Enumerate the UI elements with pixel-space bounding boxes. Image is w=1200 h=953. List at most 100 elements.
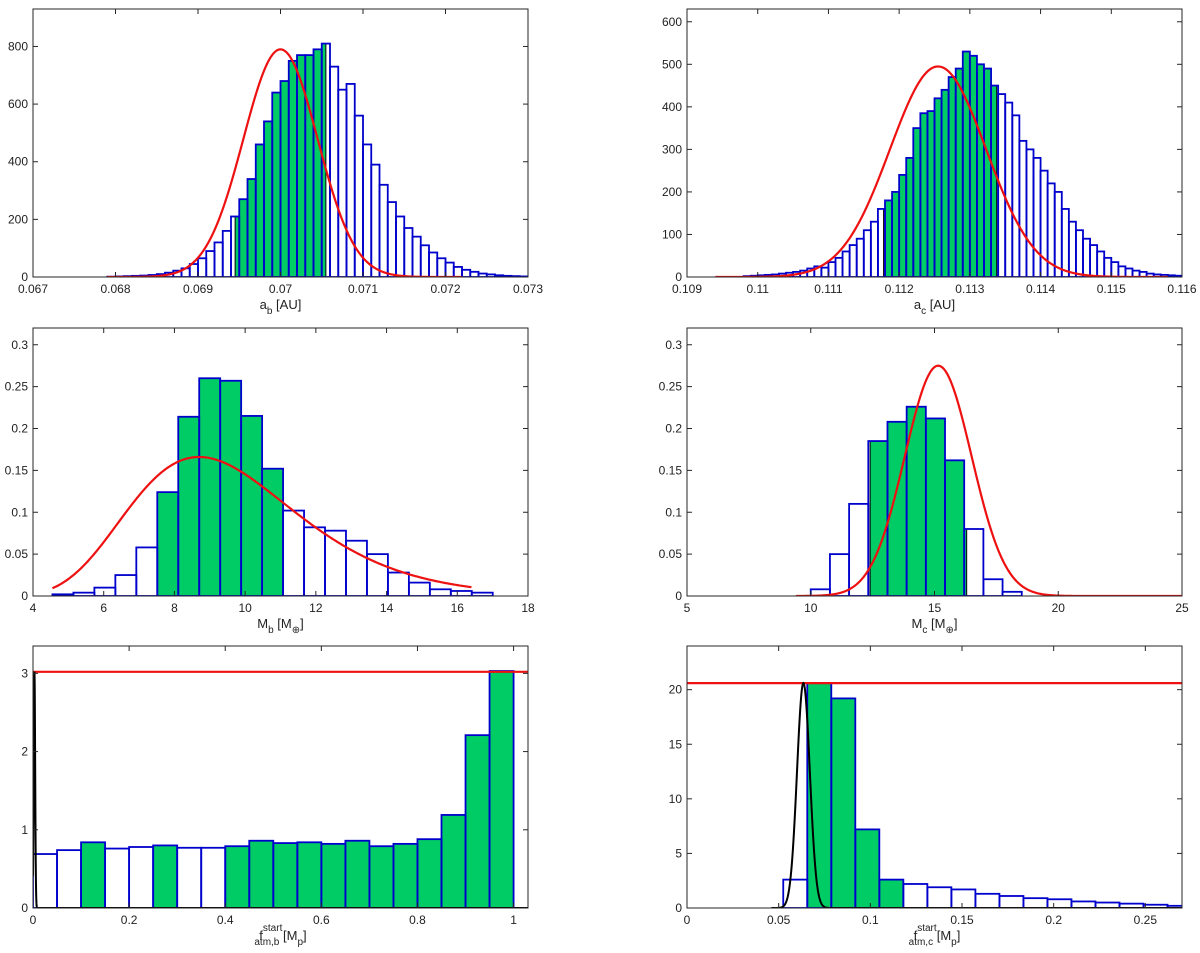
plot-area [51, 377, 494, 596]
x-tick-label: 4 [30, 601, 37, 615]
x-tick-label: 25 [1175, 601, 1189, 615]
y-tick-label: 0.1 [665, 505, 682, 519]
axes-box [686, 645, 1183, 909]
shaded-bin [489, 671, 514, 908]
histogram-bin [403, 227, 414, 277]
y-tick-label: 0 [21, 901, 28, 915]
histogram-bin [411, 235, 422, 277]
histogram-bin [1067, 220, 1077, 277]
panel-M_b: 4 6 8 10 12 14 16 18 0 0.05 0.1 0.15 0.2 0.25 0.3 Mb [M… [5, 327, 535, 636]
histogram-bin [820, 266, 830, 277]
y-tick-label: 0 [21, 270, 28, 284]
y-tick-label: 0.2 [11, 422, 28, 436]
x-tick-label: 0.15 [950, 913, 974, 927]
shaded-bin [369, 846, 394, 908]
fit-curve [107, 48, 462, 277]
histogram-bin [378, 183, 389, 277]
histogram-bin [1096, 250, 1106, 277]
y-tick-label: 0.1 [11, 505, 28, 519]
shaded-bin [153, 845, 178, 908]
y-tick-label: 500 [662, 57, 682, 71]
y-tick-label: 200 [662, 185, 682, 199]
histogram-bin [848, 244, 858, 277]
y-tick-label: 300 [662, 142, 682, 156]
x-tick-label: 0.109 [672, 282, 702, 296]
y-tick-label: 0.2 [665, 422, 682, 436]
histogram-bin [1103, 256, 1113, 277]
x-tick-label: 0.069 [183, 282, 213, 296]
panel-f_c: 0 0.05 0.1 0.15 0.2 0.25 0 5 10 15 20 fstart atm,c [… [669, 645, 1183, 948]
histogram-bin [926, 886, 953, 908]
x-tick-label: 5 [684, 601, 691, 615]
x-tick-label: 0.114 [1026, 282, 1055, 296]
y-tick-label: 0.3 [665, 338, 682, 352]
prior-spike-curve [771, 681, 1182, 908]
histogram-bin [200, 846, 227, 908]
histogram-bin [841, 250, 851, 277]
y-tick-label: 0.15 [5, 463, 29, 477]
histogram-bin [428, 251, 439, 277]
x-tick-label: 0.07 [269, 282, 293, 296]
histogram-bin [854, 828, 881, 908]
histogram-bin [395, 215, 406, 277]
x-tick-label: 0.2 [121, 913, 138, 927]
histogram-bin [1082, 237, 1091, 277]
y-tick-label: 20 [669, 683, 683, 697]
y-tick-label: 10 [669, 792, 683, 806]
x-axis-label: Mc [M⊕] [912, 616, 958, 636]
histogram-bin [963, 528, 985, 596]
histogram-bin [56, 849, 82, 908]
histogram-bin [830, 697, 857, 908]
histogram-bin [998, 895, 1025, 908]
axes-box [686, 8, 1183, 278]
panel-f_b: 0 0.2 0.4 0.6 0.8 1 0 1 2 3 fstart atm,b [Mp] [21, 645, 529, 948]
y-tick-label: 0 [675, 270, 682, 284]
x-tick-label: 16 [451, 601, 465, 615]
histogram-bin [950, 888, 977, 908]
histogram-bin [827, 261, 837, 277]
y-tick-label: 0 [21, 589, 28, 603]
histogram-bin [974, 892, 1001, 908]
histogram-bin [1181, 275, 1182, 277]
histogram-bin [855, 237, 865, 277]
x-tick-label: 0.6 [313, 913, 330, 927]
x-tick-label: 0.068 [100, 282, 130, 296]
credible-region [870, 406, 967, 596]
histogram-bin [444, 261, 455, 277]
shaded-bin [297, 842, 322, 908]
histogram-bin [176, 846, 203, 908]
x-tick-label: 12 [309, 601, 323, 615]
x-tick-label: 20 [1052, 601, 1066, 615]
x-tick-label: 0.8 [409, 913, 426, 927]
histogram-bin [782, 878, 809, 908]
histogram-bin [902, 883, 929, 908]
shaded-bin [273, 843, 298, 908]
histogram-bin [1110, 261, 1120, 277]
histogram-bin [104, 847, 131, 908]
y-tick-label: 2 [21, 745, 28, 759]
y-tick-label: 1 [21, 823, 28, 837]
histogram-bin [470, 591, 494, 596]
histogram-bin [337, 88, 348, 277]
histogram-bin [128, 846, 155, 908]
x-tick-label: 0.067 [18, 282, 48, 296]
x-tick-label: 6 [100, 601, 107, 615]
y-tick-label: 100 [662, 227, 682, 241]
x-tick-label: 1 [510, 913, 517, 927]
histogram-bin [452, 266, 463, 277]
x-tick-label: 14 [380, 601, 394, 615]
histogram-bin [1001, 590, 1023, 596]
x-tick-label: 0.113 [955, 282, 984, 296]
histogram-bin [135, 546, 159, 596]
histogram-bin [93, 586, 117, 596]
x-tick-label: 0 [30, 913, 37, 927]
x-tick-label: 8 [171, 601, 178, 615]
y-tick-label: 0.15 [659, 463, 683, 477]
histogram-bin [1032, 156, 1042, 277]
y-tick-label: 0.05 [659, 547, 683, 561]
histogram-bin [1075, 229, 1084, 277]
histogram-bin [869, 220, 879, 277]
x-tick-label: 0.11 [746, 282, 769, 296]
histogram-bin [1174, 274, 1182, 277]
plot-area [715, 50, 1182, 277]
